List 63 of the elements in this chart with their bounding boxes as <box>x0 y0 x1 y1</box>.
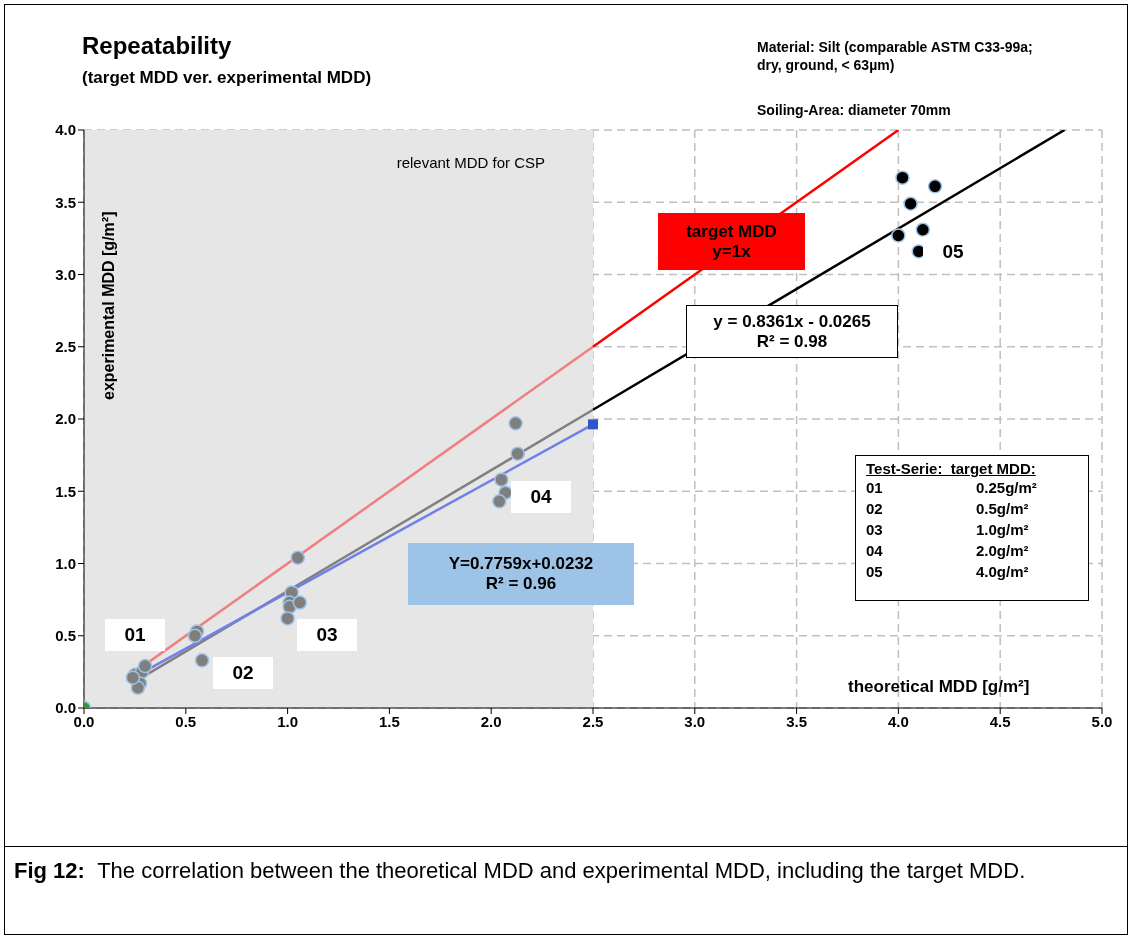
x-tick-label: 4.0 <box>887 712 909 730</box>
annotation: 04 <box>865 542 884 561</box>
point <box>915 222 931 237</box>
label-box: 02 <box>213 657 273 689</box>
point <box>194 653 210 668</box>
y-tick-label: 1.5 <box>55 482 76 500</box>
point <box>895 170 910 185</box>
y-tick-label: 0.0 <box>55 699 76 717</box>
annotation: 05 <box>865 563 884 582</box>
point <box>494 472 509 487</box>
annotation: 4.0g/m² <box>976 563 1029 582</box>
annotation: 2.0g/m² <box>976 542 1029 561</box>
band-label: relevant MDD for CSP <box>396 154 546 171</box>
x-tick-label: 0.5 <box>175 712 197 730</box>
point <box>137 658 153 674</box>
point <box>280 611 295 626</box>
annotation: 0.5g/m² <box>976 500 1029 519</box>
annotation: 0.25g/m² <box>976 479 1037 498</box>
text: Material: Silt (comparable ASTM C33-99a; dry, ground, < 63µm) <box>757 38 1034 74</box>
point <box>891 228 906 243</box>
chart-subtitle: (target MDD ver. experimental MDD) <box>82 68 372 88</box>
x-tick-label: 2.5 <box>582 712 604 730</box>
x-tick-label: 1.5 <box>378 712 400 730</box>
annotation: 03 <box>865 521 884 540</box>
label-box: 01 <box>105 619 165 651</box>
x-tick-label: 3.5 <box>786 712 808 730</box>
y-tick-label: 4.0 <box>55 121 76 139</box>
text-box: y = 0.8361x - 0.0265 R² = 0.98 <box>686 305 898 358</box>
annotation: Test-Serie: target MDD: <box>865 460 1037 477</box>
y-tick-label: 2.5 <box>55 338 76 356</box>
point <box>508 416 523 431</box>
annotation: 02 <box>865 500 884 519</box>
text: Soiling-Area: diameter 70mm <box>757 102 951 118</box>
chart-title: Repeatability <box>82 32 232 60</box>
point <box>492 494 507 509</box>
y-tick-label: 3.5 <box>55 193 76 211</box>
y-axis-title: experimental MDD [g/m²] <box>100 211 118 400</box>
label-box: 04 <box>511 481 571 513</box>
label-box: 03 <box>297 619 357 651</box>
y-tick-label: 2.0 <box>55 410 76 428</box>
annotation: 01 <box>865 479 884 498</box>
x-tick-label: 5.0 <box>1091 712 1113 730</box>
y-tick-label: 1.0 <box>55 554 76 572</box>
y-tick-label: 0.5 <box>55 627 76 645</box>
point <box>588 419 598 430</box>
point <box>927 179 943 194</box>
x-tick-label: 4.5 <box>989 712 1011 730</box>
x-tick-label: 2.0 <box>480 712 502 730</box>
text: The correlation between the theoretical MDD and experimental MDD, including the target MDD. <box>97 858 1026 883</box>
x-axis-title: theoretical MDD [g/m²] <box>848 677 1030 697</box>
text-box: target MDD y=1x <box>658 213 805 270</box>
point <box>292 595 308 610</box>
caption: Fig 12: <box>14 858 85 883</box>
point <box>903 196 918 211</box>
point <box>290 550 306 565</box>
annotation: 1.0g/m² <box>976 521 1029 540</box>
x-tick-label: 0.0 <box>73 712 95 730</box>
y-tick-label: 3.0 <box>55 265 76 283</box>
x-tick-label: 1.0 <box>277 712 299 730</box>
text-box: Y=0.7759x+0.0232 R² = 0.96 <box>408 543 634 605</box>
point <box>187 628 203 643</box>
x-tick-label: 3.0 <box>684 712 706 730</box>
point <box>510 446 525 461</box>
